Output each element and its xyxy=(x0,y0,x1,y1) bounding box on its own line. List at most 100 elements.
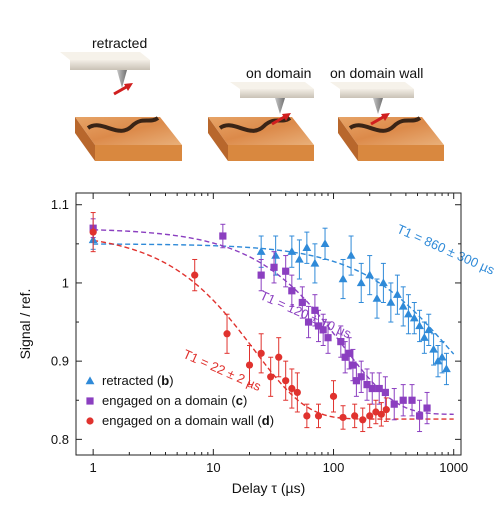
data-point xyxy=(392,274,402,315)
marker xyxy=(282,267,290,275)
x-tick-label: 100 xyxy=(323,460,345,475)
marker xyxy=(372,408,380,416)
marker xyxy=(339,413,347,422)
data-point xyxy=(378,262,388,303)
marker xyxy=(223,330,231,338)
sample-block xyxy=(75,116,182,161)
marker xyxy=(351,412,359,420)
data-point xyxy=(191,258,199,292)
data-point xyxy=(267,356,275,397)
sample-block xyxy=(338,116,444,161)
marker xyxy=(365,270,375,279)
marker xyxy=(378,278,388,287)
marker xyxy=(386,297,396,306)
marker xyxy=(372,293,382,302)
data-point xyxy=(375,372,383,405)
data-point xyxy=(338,258,348,300)
data-point xyxy=(288,368,296,409)
marker xyxy=(314,412,323,420)
marker xyxy=(319,326,327,334)
marker xyxy=(375,384,383,393)
data-point xyxy=(324,321,332,354)
sample-block xyxy=(208,116,314,161)
marker xyxy=(377,410,385,418)
marker xyxy=(390,400,398,408)
data-point xyxy=(429,333,438,366)
marker xyxy=(270,263,278,271)
marker xyxy=(293,388,301,397)
data-point xyxy=(293,372,301,413)
marker xyxy=(429,344,438,353)
marker xyxy=(304,318,313,326)
marker xyxy=(256,247,266,255)
plot-frame xyxy=(75,192,462,456)
data-point xyxy=(339,405,347,430)
data-point xyxy=(219,223,227,249)
data-point xyxy=(365,255,375,296)
legend: retracted (b) engaged on a domain (c) enga… xyxy=(85,373,274,428)
data-points xyxy=(88,212,451,433)
data-point xyxy=(363,368,371,401)
marker xyxy=(314,322,323,330)
marker xyxy=(419,333,429,341)
data-point xyxy=(314,309,323,343)
marker xyxy=(320,239,330,248)
afm-tip xyxy=(60,52,150,88)
marker xyxy=(368,384,376,393)
legend-item: engaged on a domain (c) xyxy=(86,393,247,408)
data-point xyxy=(288,274,296,307)
marker xyxy=(191,271,199,279)
y-tick-label: 1.1 xyxy=(51,197,69,212)
data-point xyxy=(282,255,290,288)
data-point xyxy=(351,403,359,429)
data-point xyxy=(270,251,278,284)
panel-label: on domain wall xyxy=(330,65,423,81)
marker xyxy=(437,352,447,361)
data-point xyxy=(381,376,389,409)
legend-label: engaged on a domain (c) xyxy=(102,393,247,408)
x-axis-label: Delay τ (µs) xyxy=(232,480,306,496)
marker xyxy=(363,381,371,389)
legend-marker xyxy=(85,376,95,385)
legend-item: retracted (b) xyxy=(85,373,174,388)
data-point xyxy=(304,305,313,339)
marker xyxy=(392,290,402,298)
marker xyxy=(298,298,306,307)
magnetic-moment-arrow xyxy=(271,113,291,126)
marker xyxy=(409,313,419,322)
data-point xyxy=(415,309,424,343)
marker xyxy=(302,243,312,251)
fit-curve xyxy=(93,243,455,355)
y-tick-label: 0.9 xyxy=(51,354,69,369)
data-point xyxy=(404,294,413,335)
fit-annotation: T1 = 860 ± 300 µs xyxy=(395,221,498,278)
data-point xyxy=(275,337,283,378)
marker xyxy=(349,361,357,369)
panel-on-domain-wall: on domain wall xyxy=(330,65,444,161)
marker xyxy=(324,334,332,342)
marker xyxy=(366,412,374,420)
marker xyxy=(311,306,319,314)
data-point xyxy=(257,333,265,374)
data-point xyxy=(386,282,396,323)
marker xyxy=(341,353,349,361)
data-point xyxy=(282,360,290,401)
marker xyxy=(267,373,275,381)
data-point xyxy=(399,384,407,417)
data-point xyxy=(409,301,419,335)
data-point xyxy=(302,231,312,264)
data-point xyxy=(346,235,356,276)
magnetic-moment-arrow xyxy=(370,113,390,126)
data-point xyxy=(356,262,366,303)
y-axis: 0.8 0.9 1 1.1 xyxy=(51,197,461,447)
legend-marker xyxy=(86,397,94,405)
data-point xyxy=(382,397,390,422)
marker xyxy=(359,416,367,424)
marker xyxy=(382,406,390,414)
data-point xyxy=(257,258,265,292)
marker xyxy=(329,392,338,400)
fit-curve xyxy=(93,229,454,415)
x-tick-label: 1000 xyxy=(439,460,468,475)
y-axis-label: Signal / ref. xyxy=(17,289,33,360)
legend-item: engaged on a domain wall (d) xyxy=(86,413,274,428)
